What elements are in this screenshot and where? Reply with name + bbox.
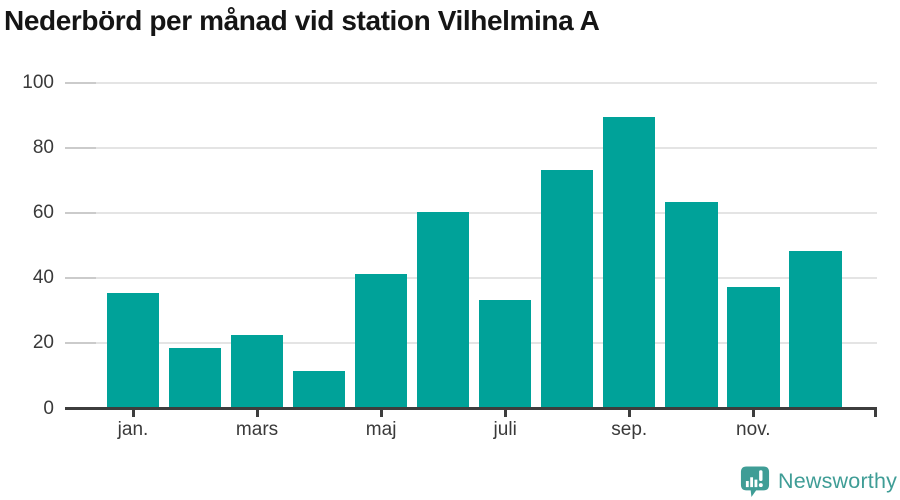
bar-aug. <box>540 169 594 407</box>
x-tick-0 <box>131 410 135 417</box>
bar-sep. <box>602 117 656 407</box>
bar-dec. <box>789 250 842 407</box>
x-tick-2 <box>379 410 383 417</box>
y-axis-label-20: 20 <box>32 332 54 354</box>
gridline-y-20 <box>65 342 877 345</box>
bar-apr. <box>292 371 346 407</box>
x-axis-label-mars: mars <box>235 419 279 440</box>
brand-footer: Newsworthy <box>740 465 897 498</box>
x-axis-label-jan: jan. <box>117 419 149 440</box>
gridline-y-60 <box>65 212 877 215</box>
y-axis-label-60: 60 <box>32 202 54 224</box>
y-axis-label-100: 100 <box>22 72 54 94</box>
x-axis-label-nov: nov. <box>736 419 771 440</box>
gridline-y-40 <box>65 277 877 280</box>
bar-chart-plot: 0 20 40 60 80 100 jan. mars maj juli sep. nov. <box>22 72 877 440</box>
brand-name: Newsworthy <box>778 469 898 493</box>
x-tick-3 <box>503 410 507 417</box>
y-tick-80 <box>65 147 96 150</box>
bar-juli <box>478 299 532 407</box>
y-tick-60 <box>65 212 96 215</box>
bar-juni <box>416 211 470 407</box>
x-axis-line <box>65 407 877 410</box>
bar-jan. <box>106 293 160 407</box>
x-tick-1 <box>255 410 259 417</box>
bar-feb. <box>168 348 222 407</box>
x-axis-label-juli: juli <box>493 419 517 440</box>
y-axis-label-80: 80 <box>32 137 54 159</box>
x-tick-6 <box>873 410 877 417</box>
bar-okt. <box>665 202 718 407</box>
x-axis-label-maj: maj <box>365 419 397 440</box>
x-tick-5 <box>751 410 755 417</box>
y-tick-100 <box>65 82 96 85</box>
bar-mars <box>230 335 284 407</box>
y-axis-label-0: 0 <box>43 397 54 419</box>
gridline-y-100 <box>65 82 877 85</box>
y-tick-40 <box>65 277 96 280</box>
chart-title: Nederbörd per månad vid station Vilhelmi… <box>4 5 600 36</box>
bar-maj <box>354 273 408 407</box>
y-axis-label-40: 40 <box>32 267 54 289</box>
x-axis-label-sep: sep. <box>611 419 648 440</box>
newsworthy-logo-icon <box>740 466 770 497</box>
x-tick-4 <box>627 410 631 417</box>
y-tick-20 <box>65 342 96 345</box>
bar-nov. <box>727 286 780 407</box>
gridline-y-80 <box>65 147 877 150</box>
